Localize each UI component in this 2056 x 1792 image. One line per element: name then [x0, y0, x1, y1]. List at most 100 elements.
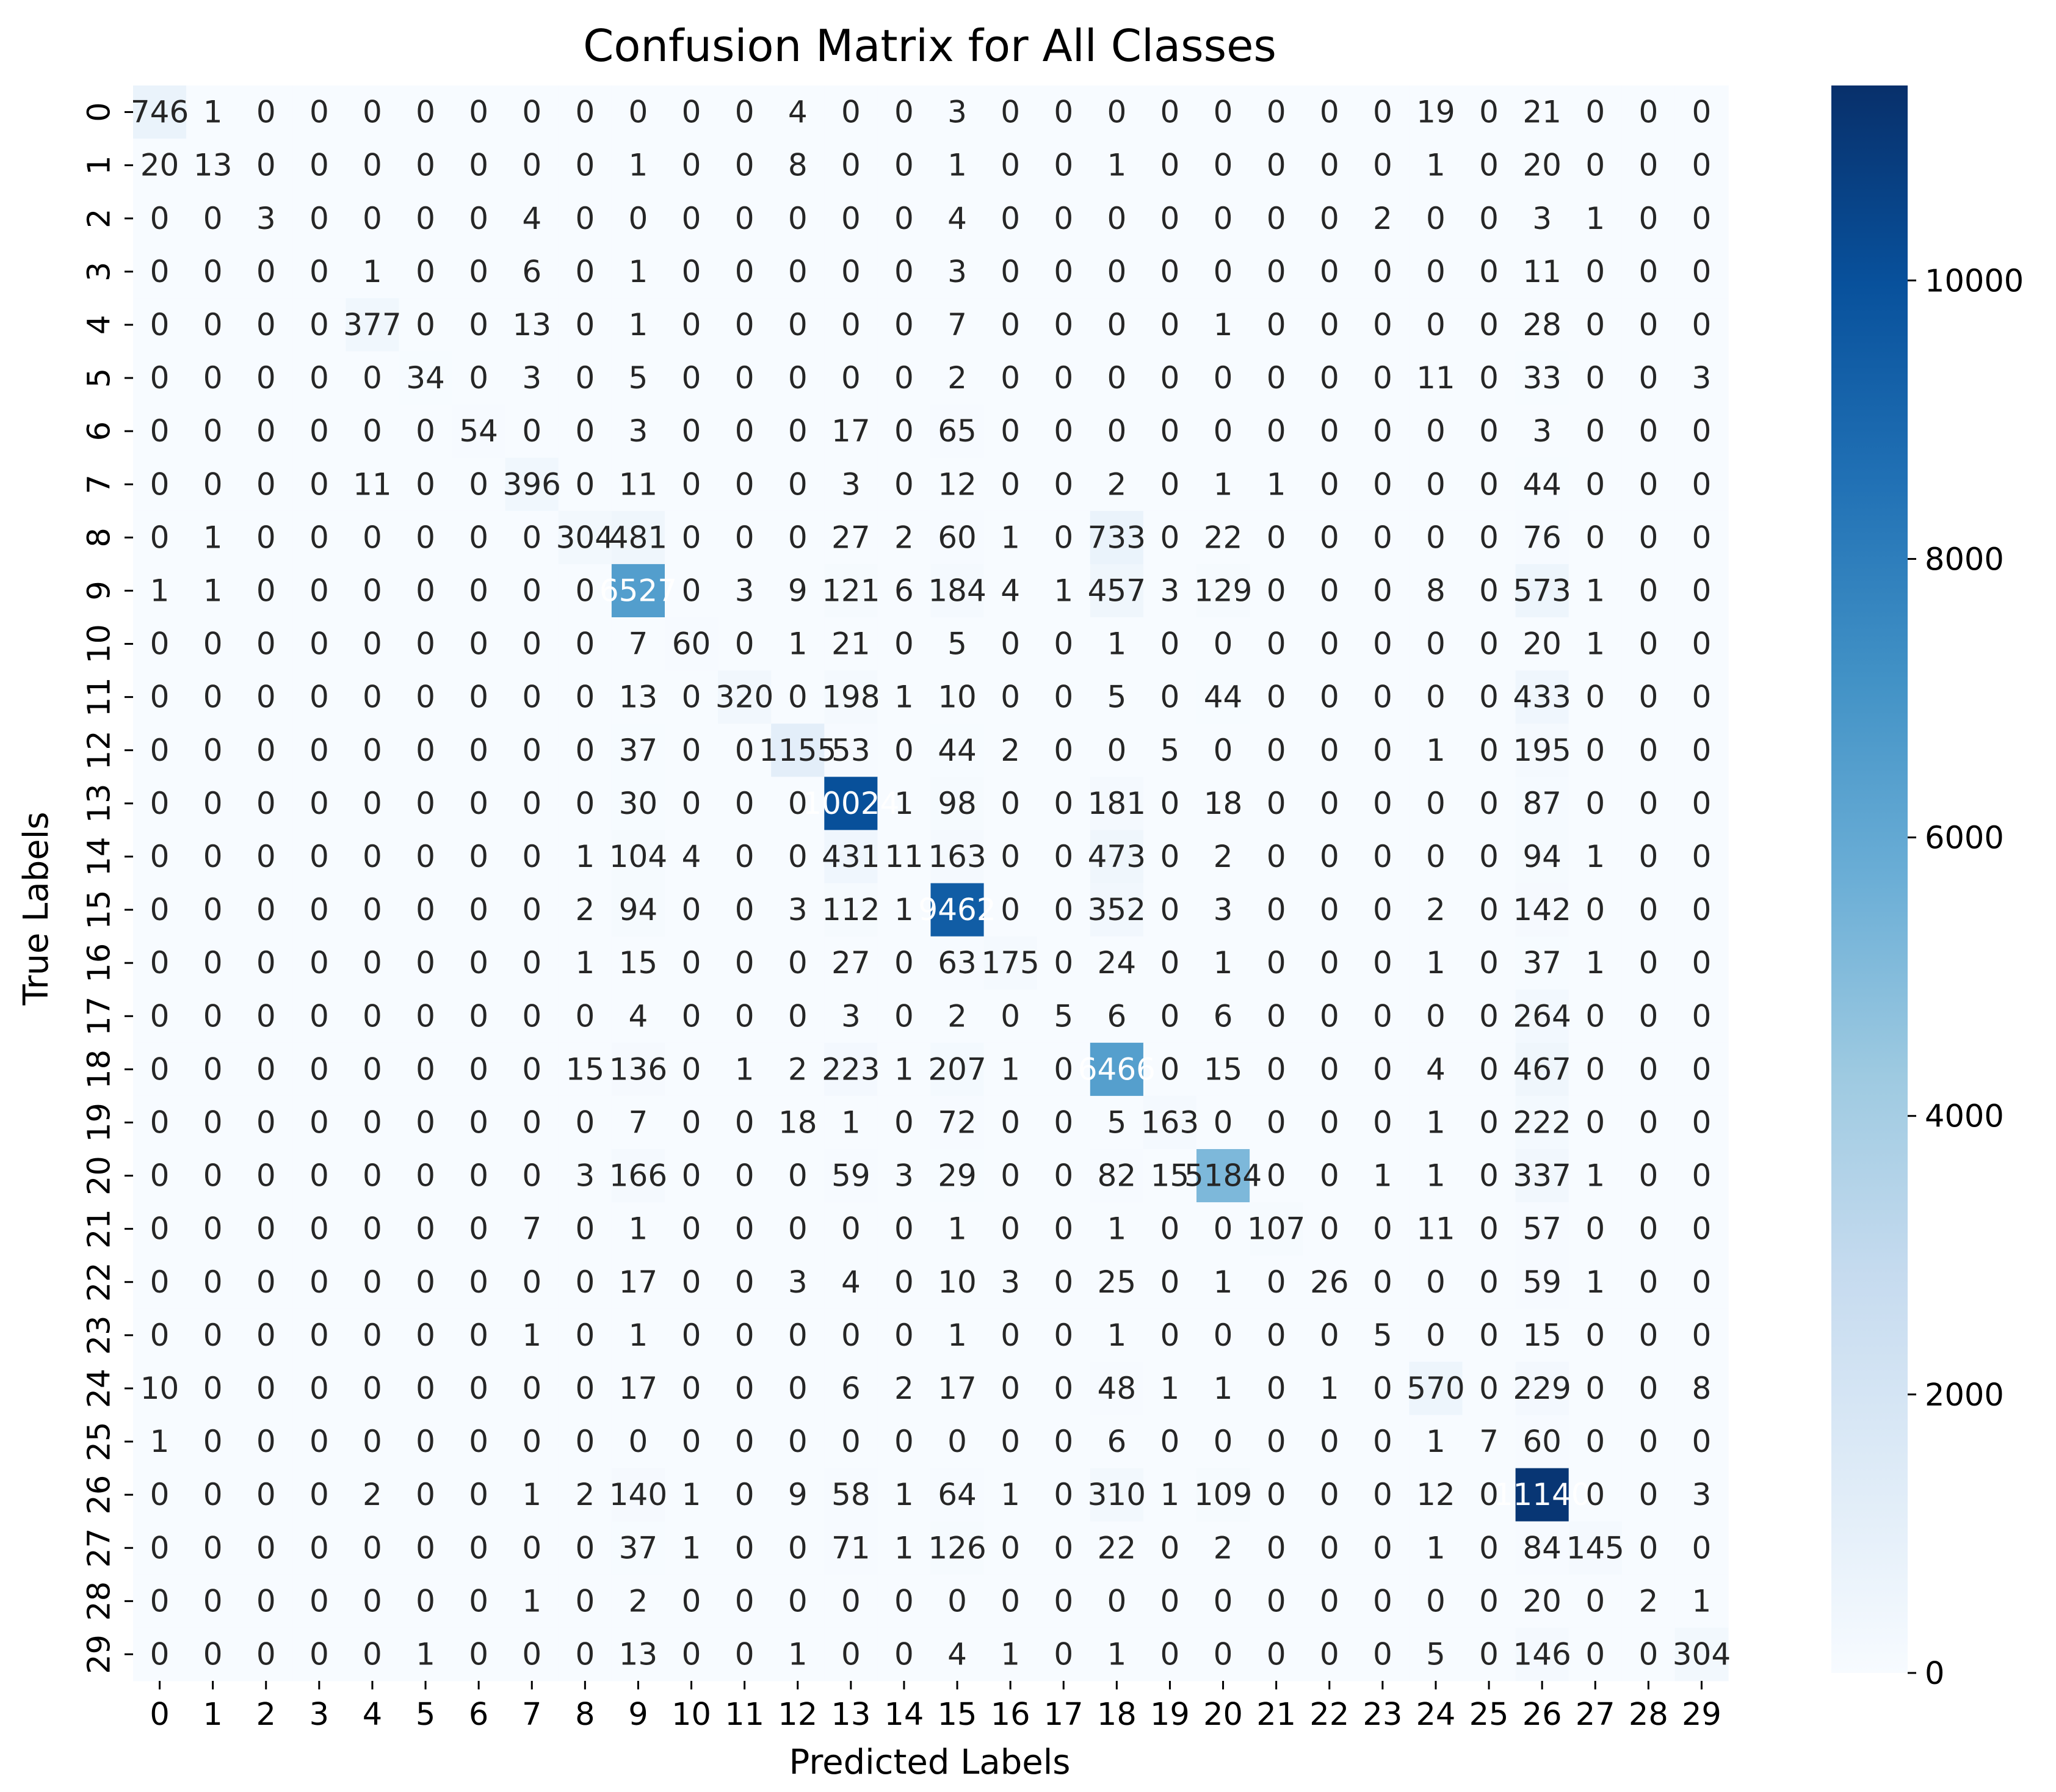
heatmap-cell-8-7 — [505, 510, 559, 565]
heatmap-cell-8-11 — [718, 510, 772, 565]
cell-value-18-2: 0 — [256, 1051, 276, 1087]
heatmap-cell-21-21 — [1250, 1202, 1303, 1256]
cell-value-26-4: 2 — [363, 1477, 382, 1512]
heatmap-cell-13-26 — [1515, 777, 1569, 830]
cell-value-25-16: 0 — [1001, 1424, 1020, 1459]
cell-value-27-19: 0 — [1160, 1530, 1180, 1565]
cell-value-8-7: 0 — [522, 520, 541, 555]
heatmap-cell-13-28 — [1621, 777, 1676, 830]
cell-value-4-4: 377 — [343, 307, 401, 343]
heatmap-cell-9-29 — [1674, 564, 1729, 618]
heatmap-cell-25-25 — [1462, 1415, 1516, 1469]
heatmap-cell-4-23 — [1356, 298, 1410, 352]
heatmap-cell-14-20 — [1196, 830, 1250, 884]
cell-value-29-22: 0 — [1320, 1636, 1339, 1672]
cell-value-8-22: 0 — [1320, 520, 1339, 555]
cell-value-19-0: 0 — [150, 1105, 170, 1140]
heatmap-cell-19-14 — [877, 1095, 932, 1150]
cell-value-3-22: 0 — [1320, 254, 1339, 289]
cell-value-2-0: 0 — [150, 201, 170, 236]
cell-value-16-22: 0 — [1320, 945, 1339, 981]
heatmap-cell-12-25 — [1462, 724, 1516, 777]
heatmap-cell-1-8 — [558, 139, 612, 192]
heatmap-cell-25-13 — [824, 1415, 878, 1469]
cell-value-15-23: 0 — [1373, 892, 1392, 927]
cell-value-17-27: 0 — [1585, 998, 1605, 1034]
heatmap-cell-4-1 — [186, 298, 240, 352]
heatmap-cell-16-10 — [665, 936, 719, 990]
heatmap-cell-3-2 — [239, 245, 293, 299]
heatmap-cell-14-9 — [611, 830, 665, 884]
y-tick-label-26: 26 — [82, 1475, 118, 1515]
heatmap-cell-21-24 — [1409, 1202, 1463, 1256]
y-tick-label-28: 28 — [82, 1581, 118, 1621]
cell-value-23-23: 5 — [1373, 1318, 1392, 1353]
cell-value-12-13: 53 — [831, 733, 871, 768]
heatmap-cell-25-26 — [1515, 1415, 1569, 1469]
cell-value-10-25: 0 — [1479, 626, 1499, 662]
cell-value-13-28: 0 — [1638, 786, 1658, 821]
heatmap-cell-20-27 — [1568, 1149, 1623, 1203]
heatmap-cell-13-29 — [1674, 777, 1729, 830]
heatmap-cell-0-18 — [1090, 85, 1144, 139]
cell-value-19-29: 0 — [1692, 1105, 1712, 1140]
heatmap-cell-21-26 — [1515, 1202, 1569, 1256]
heatmap-cell-14-6 — [452, 830, 506, 884]
heatmap-cell-13-11 — [718, 777, 772, 830]
cell-value-2-18: 0 — [1107, 201, 1126, 236]
heatmap-cell-9-17 — [1037, 564, 1091, 618]
heatmap-cell-20-17 — [1037, 1149, 1091, 1203]
cell-value-9-9: 6527 — [599, 573, 677, 608]
heatmap-cell-22-6 — [452, 1255, 506, 1309]
cell-value-25-18: 6 — [1107, 1424, 1126, 1459]
cell-value-8-9: 481 — [609, 520, 667, 555]
heatmap-cell-21-8 — [558, 1202, 612, 1256]
heatmap-cell-17-5 — [399, 989, 453, 1043]
cell-value-24-12: 0 — [788, 1371, 808, 1406]
heatmap-cell-10-15 — [930, 617, 985, 671]
heatmap-cell-2-3 — [292, 192, 346, 245]
cell-value-16-14: 0 — [894, 945, 914, 981]
heatmap-cell-7-23 — [1356, 457, 1410, 512]
cell-value-1-29: 0 — [1692, 148, 1712, 183]
heatmap-cell-9-18 — [1090, 564, 1144, 618]
cell-value-14-19: 0 — [1160, 839, 1180, 874]
heatmap-cell-16-22 — [1303, 936, 1356, 990]
cell-value-23-1: 0 — [203, 1318, 223, 1353]
cell-value-22-6: 0 — [469, 1264, 488, 1300]
cell-value-11-5: 0 — [416, 680, 435, 715]
cell-value-22-5: 0 — [416, 1264, 435, 1300]
heatmap-cell-16-4 — [346, 936, 400, 990]
heatmap-cell-12-3 — [292, 724, 346, 777]
heatmap-cell-1-3 — [292, 139, 346, 192]
heatmap-cell-12-17 — [1037, 724, 1091, 777]
cell-value-14-11: 0 — [735, 839, 755, 874]
heatmap-cell-27-1 — [186, 1521, 240, 1575]
cell-value-10-12: 1 — [788, 626, 808, 662]
cell-value-26-25: 0 — [1479, 1477, 1499, 1512]
heatmap-cell-11-18 — [1090, 670, 1144, 724]
cell-value-18-25: 0 — [1479, 1051, 1499, 1087]
cell-value-29-4: 0 — [363, 1636, 382, 1672]
cell-value-5-3: 0 — [309, 360, 329, 396]
y-tick-label-6: 6 — [82, 421, 118, 441]
cell-value-17-21: 0 — [1267, 998, 1286, 1034]
heatmap-cell-17-4 — [346, 989, 400, 1043]
cell-value-16-1: 0 — [203, 945, 223, 981]
cell-value-8-25: 0 — [1479, 520, 1499, 555]
cell-value-15-1: 0 — [203, 892, 223, 927]
heatmap-cell-24-22 — [1303, 1362, 1356, 1416]
heatmap-cell-8-28 — [1621, 510, 1676, 565]
heatmap-cell-4-24 — [1409, 298, 1463, 352]
cell-value-26-14: 1 — [894, 1477, 914, 1512]
cell-value-11-21: 0 — [1267, 680, 1286, 715]
cell-value-1-27: 0 — [1585, 148, 1605, 183]
heatmap-cell-2-12 — [771, 192, 825, 245]
heatmap-cell-12-24 — [1409, 724, 1463, 777]
heatmap-cell-3-10 — [665, 245, 719, 299]
cell-value-26-2: 0 — [256, 1477, 276, 1512]
heatmap-cell-5-3 — [292, 351, 346, 405]
heatmap-cell-14-13 — [824, 830, 878, 884]
cell-value-12-4: 0 — [363, 733, 382, 768]
heatmap-cell-21-25 — [1462, 1202, 1516, 1256]
